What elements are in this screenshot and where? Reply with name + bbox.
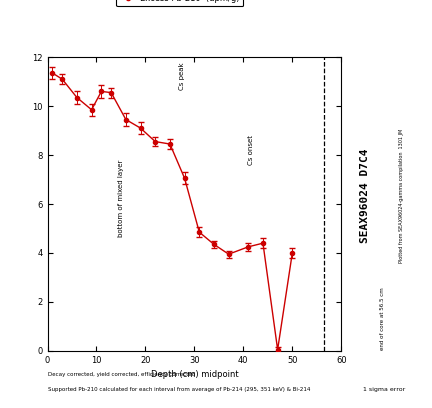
Text: 1 sigma error: 1 sigma error	[363, 387, 405, 392]
X-axis label: Depth (cm) midpoint: Depth (cm) midpoint	[151, 370, 238, 379]
Text: SEAX96024 D7C4: SEAX96024 D7C4	[360, 149, 370, 243]
Text: end of core at 56.5 cm: end of core at 56.5 cm	[380, 287, 385, 350]
Text: bottom of mixed layer: bottom of mixed layer	[118, 160, 124, 237]
Text: Plotted from SEAX96024-gamma compilation  1301 JM: Plotted from SEAX96024-gamma compilation…	[399, 129, 404, 263]
Text: Cs peak: Cs peak	[179, 62, 185, 90]
Text: Cs onset: Cs onset	[248, 135, 254, 166]
Text: Supported Pb-210 calculated for each interval from average of Pb-214 (295, 351 k: Supported Pb-210 calculated for each int…	[48, 387, 310, 392]
Legend: Excess Pb-210  (dpm/g): Excess Pb-210 (dpm/g)	[116, 0, 243, 7]
Text: Decay corrected, yield corrected, efficiency corrected: Decay corrected, yield corrected, effici…	[48, 373, 195, 377]
